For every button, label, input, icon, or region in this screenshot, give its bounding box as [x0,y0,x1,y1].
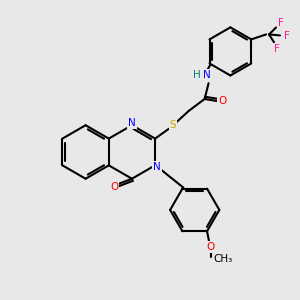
Text: O: O [110,182,118,192]
Text: N: N [153,162,161,172]
Text: H: H [193,70,201,80]
Text: CH₃: CH₃ [213,254,232,264]
Text: O: O [207,242,215,252]
Text: F: F [278,17,284,28]
Text: S: S [169,120,176,130]
Text: F: F [284,32,290,41]
Text: N: N [128,118,136,128]
Text: F: F [274,44,280,54]
Text: O: O [218,96,226,106]
Text: N: N [203,70,211,80]
